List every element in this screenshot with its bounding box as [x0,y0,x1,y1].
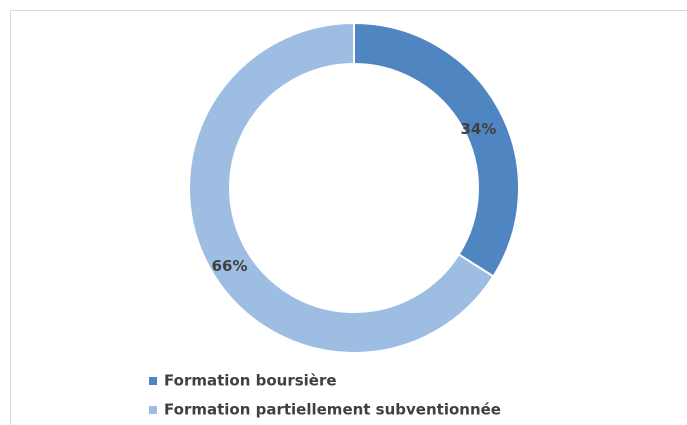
data-label: 34% [460,120,496,138]
legend-label: Formation partiellement subventionnée [164,401,501,419]
legend-label: Formation boursière [164,372,337,390]
chart-frame [10,10,687,425]
legend-swatch [149,377,157,385]
donut-slice [188,21,495,354]
legend-swatch [149,406,157,414]
data-label: 66% [212,257,248,275]
